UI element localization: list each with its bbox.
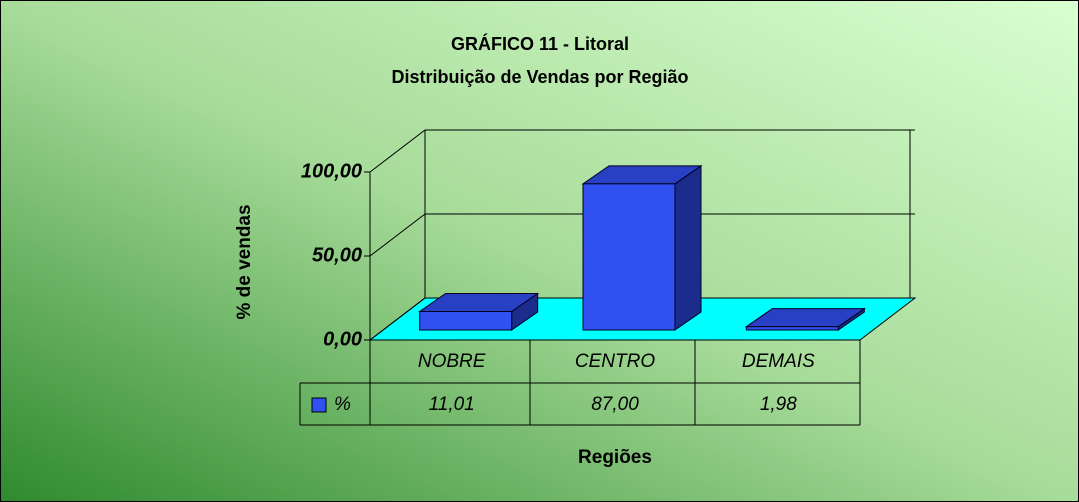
- x-tick-label: DEMAIS: [742, 351, 815, 372]
- data-label: 87,00: [591, 394, 639, 415]
- data-label: 1,98: [760, 394, 797, 415]
- bar-side: [674, 164, 702, 331]
- legend-swatch: [311, 397, 327, 413]
- chart-subtitle: Distribuição de Vendas por Região: [391, 67, 688, 87]
- bar: [582, 183, 676, 331]
- bar: [745, 326, 839, 331]
- x-tick-label: CENTRO: [575, 351, 655, 372]
- data-table: [299, 340, 861, 426]
- y-tick-label: 100,00: [301, 160, 362, 182]
- legend-label: %: [334, 394, 351, 415]
- data-label: 11,01: [429, 394, 475, 415]
- bar: [419, 311, 513, 331]
- y-tick-label: 50,00: [312, 244, 362, 266]
- y-tick-label: 0,00: [323, 328, 362, 350]
- chart-title: GRÁFICO 11 - Litoral: [451, 33, 629, 54]
- x-tick-label: NOBRE: [418, 351, 486, 372]
- y-axis-label: % de vendas: [234, 204, 255, 319]
- grid-line: [369, 213, 426, 257]
- x-axis-label: Regiões: [578, 447, 652, 468]
- grid-line: [369, 297, 426, 341]
- grid-line: [369, 129, 426, 173]
